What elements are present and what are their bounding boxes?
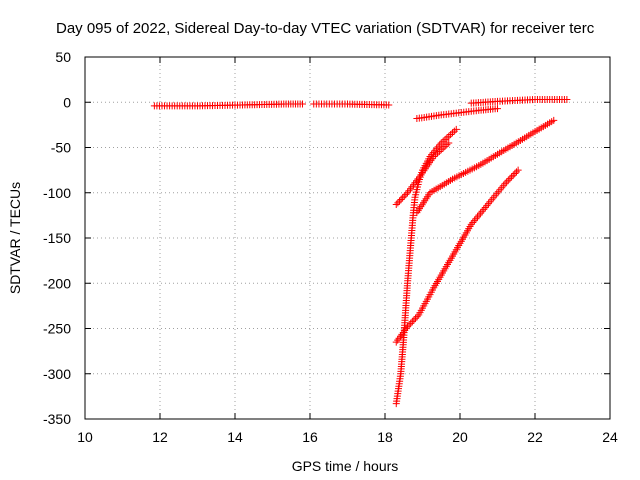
- series-track-6: [392, 139, 453, 209]
- data-point: [385, 101, 393, 109]
- y-tick-label: -150: [43, 230, 71, 246]
- data-point: [400, 192, 408, 200]
- data-point: [408, 318, 416, 326]
- x-tick-label: 14: [227, 429, 243, 445]
- data-point: [410, 316, 418, 324]
- data-point: [504, 176, 512, 184]
- data-point: [392, 201, 400, 209]
- y-tick-label: 50: [55, 49, 71, 65]
- data-point: [413, 313, 421, 321]
- data-point: [506, 175, 514, 183]
- data-point: [394, 199, 402, 207]
- data-point: [397, 195, 405, 203]
- x-tick-label: 16: [302, 429, 318, 445]
- grid-lines: [85, 57, 610, 419]
- y-tick-label: -200: [43, 275, 71, 291]
- data-point: [402, 190, 410, 198]
- data-point: [550, 116, 558, 124]
- data-point: [508, 173, 516, 181]
- data-point: [509, 171, 517, 179]
- x-tick-label: 10: [77, 429, 93, 445]
- chart-title: Day 095 of 2022, Sidereal Day-to-day VTE…: [56, 20, 595, 37]
- data-series: [150, 96, 571, 408]
- data-point: [405, 321, 413, 329]
- y-tick-label: 0: [63, 94, 71, 110]
- series-track-2: [310, 100, 393, 109]
- series-track-3: [467, 96, 571, 107]
- series-track-8: [392, 166, 522, 346]
- x-tick-label: 12: [152, 429, 168, 445]
- x-tick-label: 18: [377, 429, 393, 445]
- series-track-5: [392, 125, 460, 408]
- data-point: [563, 96, 571, 104]
- data-point: [494, 105, 501, 113]
- data-point: [512, 168, 520, 176]
- data-point: [395, 197, 403, 205]
- y-tick-label: -250: [43, 321, 71, 337]
- x-tick-label: 24: [602, 429, 618, 445]
- series-track-4: [413, 105, 501, 123]
- y-tick-label: -350: [43, 411, 71, 427]
- data-point: [407, 319, 415, 327]
- data-point: [412, 314, 420, 322]
- data-point: [501, 180, 509, 188]
- y-tick-label: -300: [43, 366, 71, 382]
- y-tick-label: -50: [51, 140, 71, 156]
- x-tick-label: 20: [452, 429, 468, 445]
- data-point: [514, 166, 522, 174]
- data-point: [404, 323, 411, 331]
- data-point: [299, 100, 306, 108]
- data-point: [452, 125, 460, 133]
- data-point: [511, 170, 519, 178]
- data-point: [503, 178, 511, 186]
- data-point: [445, 139, 453, 147]
- axis-ticks: 10 12 14 16 18 20 22 24 50 0 -50 -100 -150 -200 -250 -3…: [43, 49, 618, 445]
- x-axis-label: GPS time / hours: [292, 458, 399, 474]
- series-track-1: [150, 100, 306, 110]
- x-tick-label: 22: [527, 429, 543, 445]
- y-tick-label: -100: [43, 185, 71, 201]
- y-axis-label: SDTVAR / TECUs: [7, 182, 23, 294]
- series-track-7: [413, 116, 558, 217]
- data-point: [399, 194, 407, 202]
